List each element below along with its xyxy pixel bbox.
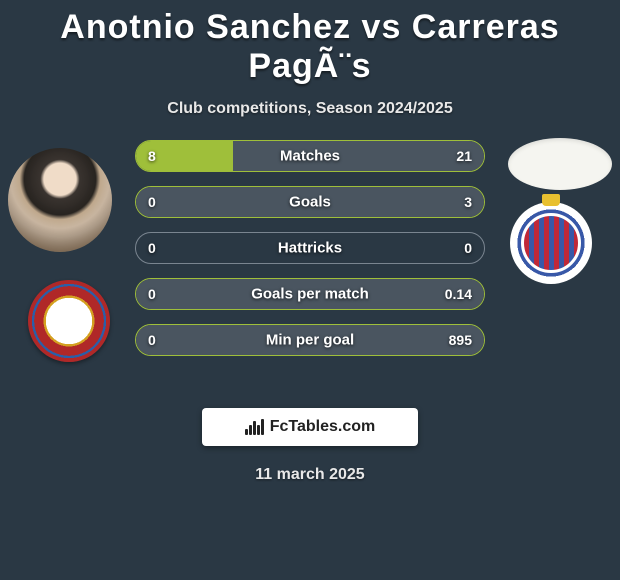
stat-value-right: 3	[464, 194, 472, 210]
stat-row: 0 0 Hattricks	[135, 232, 485, 264]
stat-row: 0 0.14 Goals per match	[135, 278, 485, 310]
stat-value-left: 8	[148, 148, 156, 164]
club-crest-right	[510, 202, 592, 284]
stat-value-left: 0	[148, 286, 156, 302]
stat-row: 0 895 Min per goal	[135, 324, 485, 356]
bar-fill-right	[233, 141, 484, 171]
page-title: Anotnio Sanchez vs Carreras PagÃ¨s	[0, 0, 620, 86]
stat-value-left: 0	[148, 194, 156, 210]
subtitle: Club competitions, Season 2024/2025	[0, 100, 620, 118]
stat-row: 0 3 Goals	[135, 186, 485, 218]
player-right-avatar	[508, 138, 612, 190]
bars-icon	[245, 419, 264, 435]
stat-value-right: 0	[464, 240, 472, 256]
stat-value-left: 0	[148, 240, 156, 256]
stat-label: Min per goal	[266, 332, 354, 349]
stats-bars: 8 21 Matches 0 3 Goals 0 0 Hattricks 0 0.14 Goals p…	[135, 140, 485, 370]
stat-label: Goals per match	[251, 286, 369, 303]
club-crest-left	[28, 280, 110, 362]
stat-row: 8 21 Matches	[135, 140, 485, 172]
brand-badge: FcTables.com	[202, 408, 418, 446]
brand-text: FcTables.com	[270, 418, 376, 436]
stat-label: Hattricks	[278, 240, 342, 257]
comparison-content: 8 21 Matches 0 3 Goals 0 0 Hattricks 0 0.14 Goals p…	[0, 148, 620, 408]
player-left-avatar	[8, 148, 112, 252]
date-text: 11 march 2025	[0, 466, 620, 484]
stat-value-right: 895	[449, 332, 472, 348]
stat-label: Matches	[280, 148, 340, 165]
stat-value-right: 0.14	[445, 286, 472, 302]
stat-value-right: 21	[456, 148, 472, 164]
stat-value-left: 0	[148, 332, 156, 348]
stat-label: Goals	[289, 194, 331, 211]
